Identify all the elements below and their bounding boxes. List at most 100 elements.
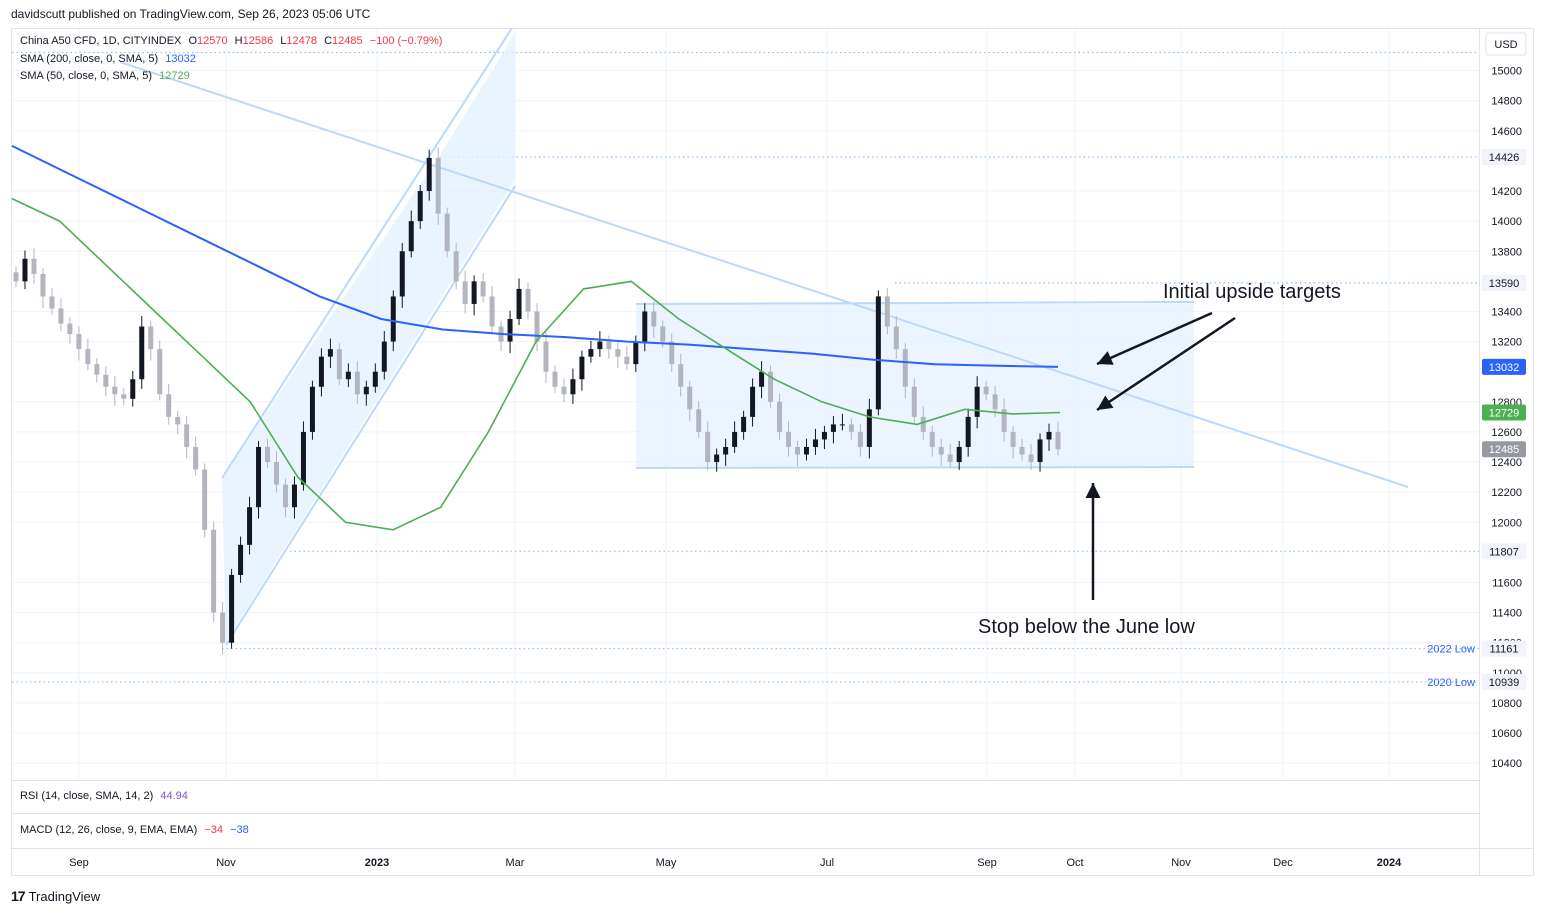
candle-body <box>49 296 55 309</box>
candle-body <box>372 371 378 387</box>
candle-body <box>94 364 100 375</box>
x-tick-label: May <box>656 857 677 869</box>
rsi-label-row[interactable]: RSI (14, close, SMA, 14, 2) 44.94 <box>20 790 188 802</box>
candle-body <box>453 251 459 282</box>
candle-body <box>669 341 675 365</box>
candle-body <box>265 446 271 463</box>
tradingview-logo[interactable]: 17 TradingView <box>11 888 100 904</box>
candle-body <box>830 424 836 432</box>
candle-body <box>750 386 756 417</box>
rsi-value: 44.94 <box>160 790 188 802</box>
candle-body <box>803 446 809 455</box>
candle-body <box>633 341 639 365</box>
candle-body <box>534 311 540 342</box>
candle-body <box>848 424 854 432</box>
legend-sma200-label: SMA (200, close, 0, SMA, 5) <box>20 53 159 65</box>
candle-body <box>552 371 558 387</box>
currency-label: USD <box>1494 39 1517 51</box>
y-tick-label: 14000 <box>1491 216 1522 228</box>
macd-label-row[interactable]: MACD (12, 26, close, 9, EMA, EMA) −34 −3… <box>20 824 249 836</box>
price-tag-label: 10939 <box>1489 677 1520 689</box>
arrow-to-trendline <box>1096 316 1236 412</box>
candle-body <box>615 349 621 357</box>
candle-body <box>821 431 827 440</box>
candle-body <box>875 296 881 410</box>
candle-body <box>256 446 262 508</box>
candle-body <box>291 484 297 508</box>
candle-body <box>507 319 513 342</box>
legend-high: 12586 <box>242 35 274 47</box>
rsi-label: RSI (14, close, SMA, 14, 2) <box>20 790 154 802</box>
price-tag-box <box>1482 640 1526 657</box>
candle-body <box>902 349 908 387</box>
candle-body <box>85 349 91 365</box>
candle-body <box>193 446 199 470</box>
annotation-upside-targets: Initial upside targets <box>1163 281 1341 303</box>
candle-body <box>606 341 612 350</box>
candle-body <box>184 424 190 447</box>
y-tick-label: 14600 <box>1491 126 1522 138</box>
price-tag-box <box>1482 674 1526 690</box>
candle-body <box>202 469 208 530</box>
tradingview-brand: TradingView <box>28 888 101 904</box>
sma200-line <box>11 145 1059 368</box>
candle-body <box>426 157 432 192</box>
macd-value-2: −38 <box>230 824 249 836</box>
price-tag-box <box>1482 543 1526 560</box>
candle-body <box>525 288 531 312</box>
range-bottom-line <box>635 466 1195 469</box>
time-axis[interactable]: Sep Nov 2023 Mar May Jul Sep Oct Nov Dec 2024 <box>69 857 1402 869</box>
candle-body <box>139 326 145 380</box>
legend-sma200-value: 13032 <box>165 53 196 65</box>
candle-body <box>516 288 522 320</box>
candle-body <box>166 394 172 417</box>
candle-body <box>76 334 82 350</box>
candle-body <box>893 326 899 350</box>
candle-body <box>318 356 324 387</box>
candle-body <box>22 258 28 282</box>
candle-body <box>462 281 468 304</box>
legend-sma50-value: 12729 <box>159 70 190 82</box>
candle-body <box>911 386 917 417</box>
candle-body <box>399 251 405 297</box>
candle-body <box>363 386 369 395</box>
candle-body <box>588 349 594 357</box>
candle-body <box>687 386 693 410</box>
sma50-line <box>11 197 1061 531</box>
range-box-fill <box>636 304 1194 467</box>
x-tick-label: Dec <box>1273 857 1293 869</box>
y-tick-label: 10400 <box>1491 758 1522 770</box>
y-tick-label: 13800 <box>1491 246 1522 258</box>
candle-body <box>857 431 863 447</box>
candle-body <box>660 326 666 342</box>
y-tick-label: 15000 <box>1491 66 1522 78</box>
candle-body <box>435 157 441 214</box>
price-tag-box <box>1482 441 1526 458</box>
price-tag-note: 2020 Low <box>1427 677 1475 689</box>
price-tag-box <box>1482 358 1526 375</box>
candle-body <box>309 386 315 432</box>
legend-l-label: L <box>280 35 287 47</box>
candle-body <box>1019 446 1025 455</box>
annotations: Initial upside targets Stop below the Jun… <box>978 281 1341 638</box>
macd-label: MACD (12, 26, close, 9, EMA, EMA) <box>20 824 198 836</box>
candle-body <box>768 371 774 402</box>
candle-body <box>983 386 989 395</box>
candle-body <box>67 323 73 335</box>
candle-body <box>1037 439 1043 463</box>
candle-body <box>417 191 423 222</box>
candle-body <box>58 308 64 324</box>
y-tick-label: 11600 <box>1492 577 1522 589</box>
legend-change: −100 (−0.79%) <box>369 35 443 47</box>
candle-body <box>570 379 576 395</box>
candle-body <box>938 446 944 455</box>
candle-body <box>157 349 163 395</box>
x-tick-label: 2023 <box>365 857 389 869</box>
y-tick-label: 11400 <box>1492 608 1522 620</box>
candle-body <box>211 529 217 613</box>
legend-open: 12570 <box>197 35 228 47</box>
y-tick-label: 10800 <box>1491 698 1522 710</box>
candle-body <box>300 431 306 485</box>
price-tag-label: 11161 <box>1490 644 1519 656</box>
